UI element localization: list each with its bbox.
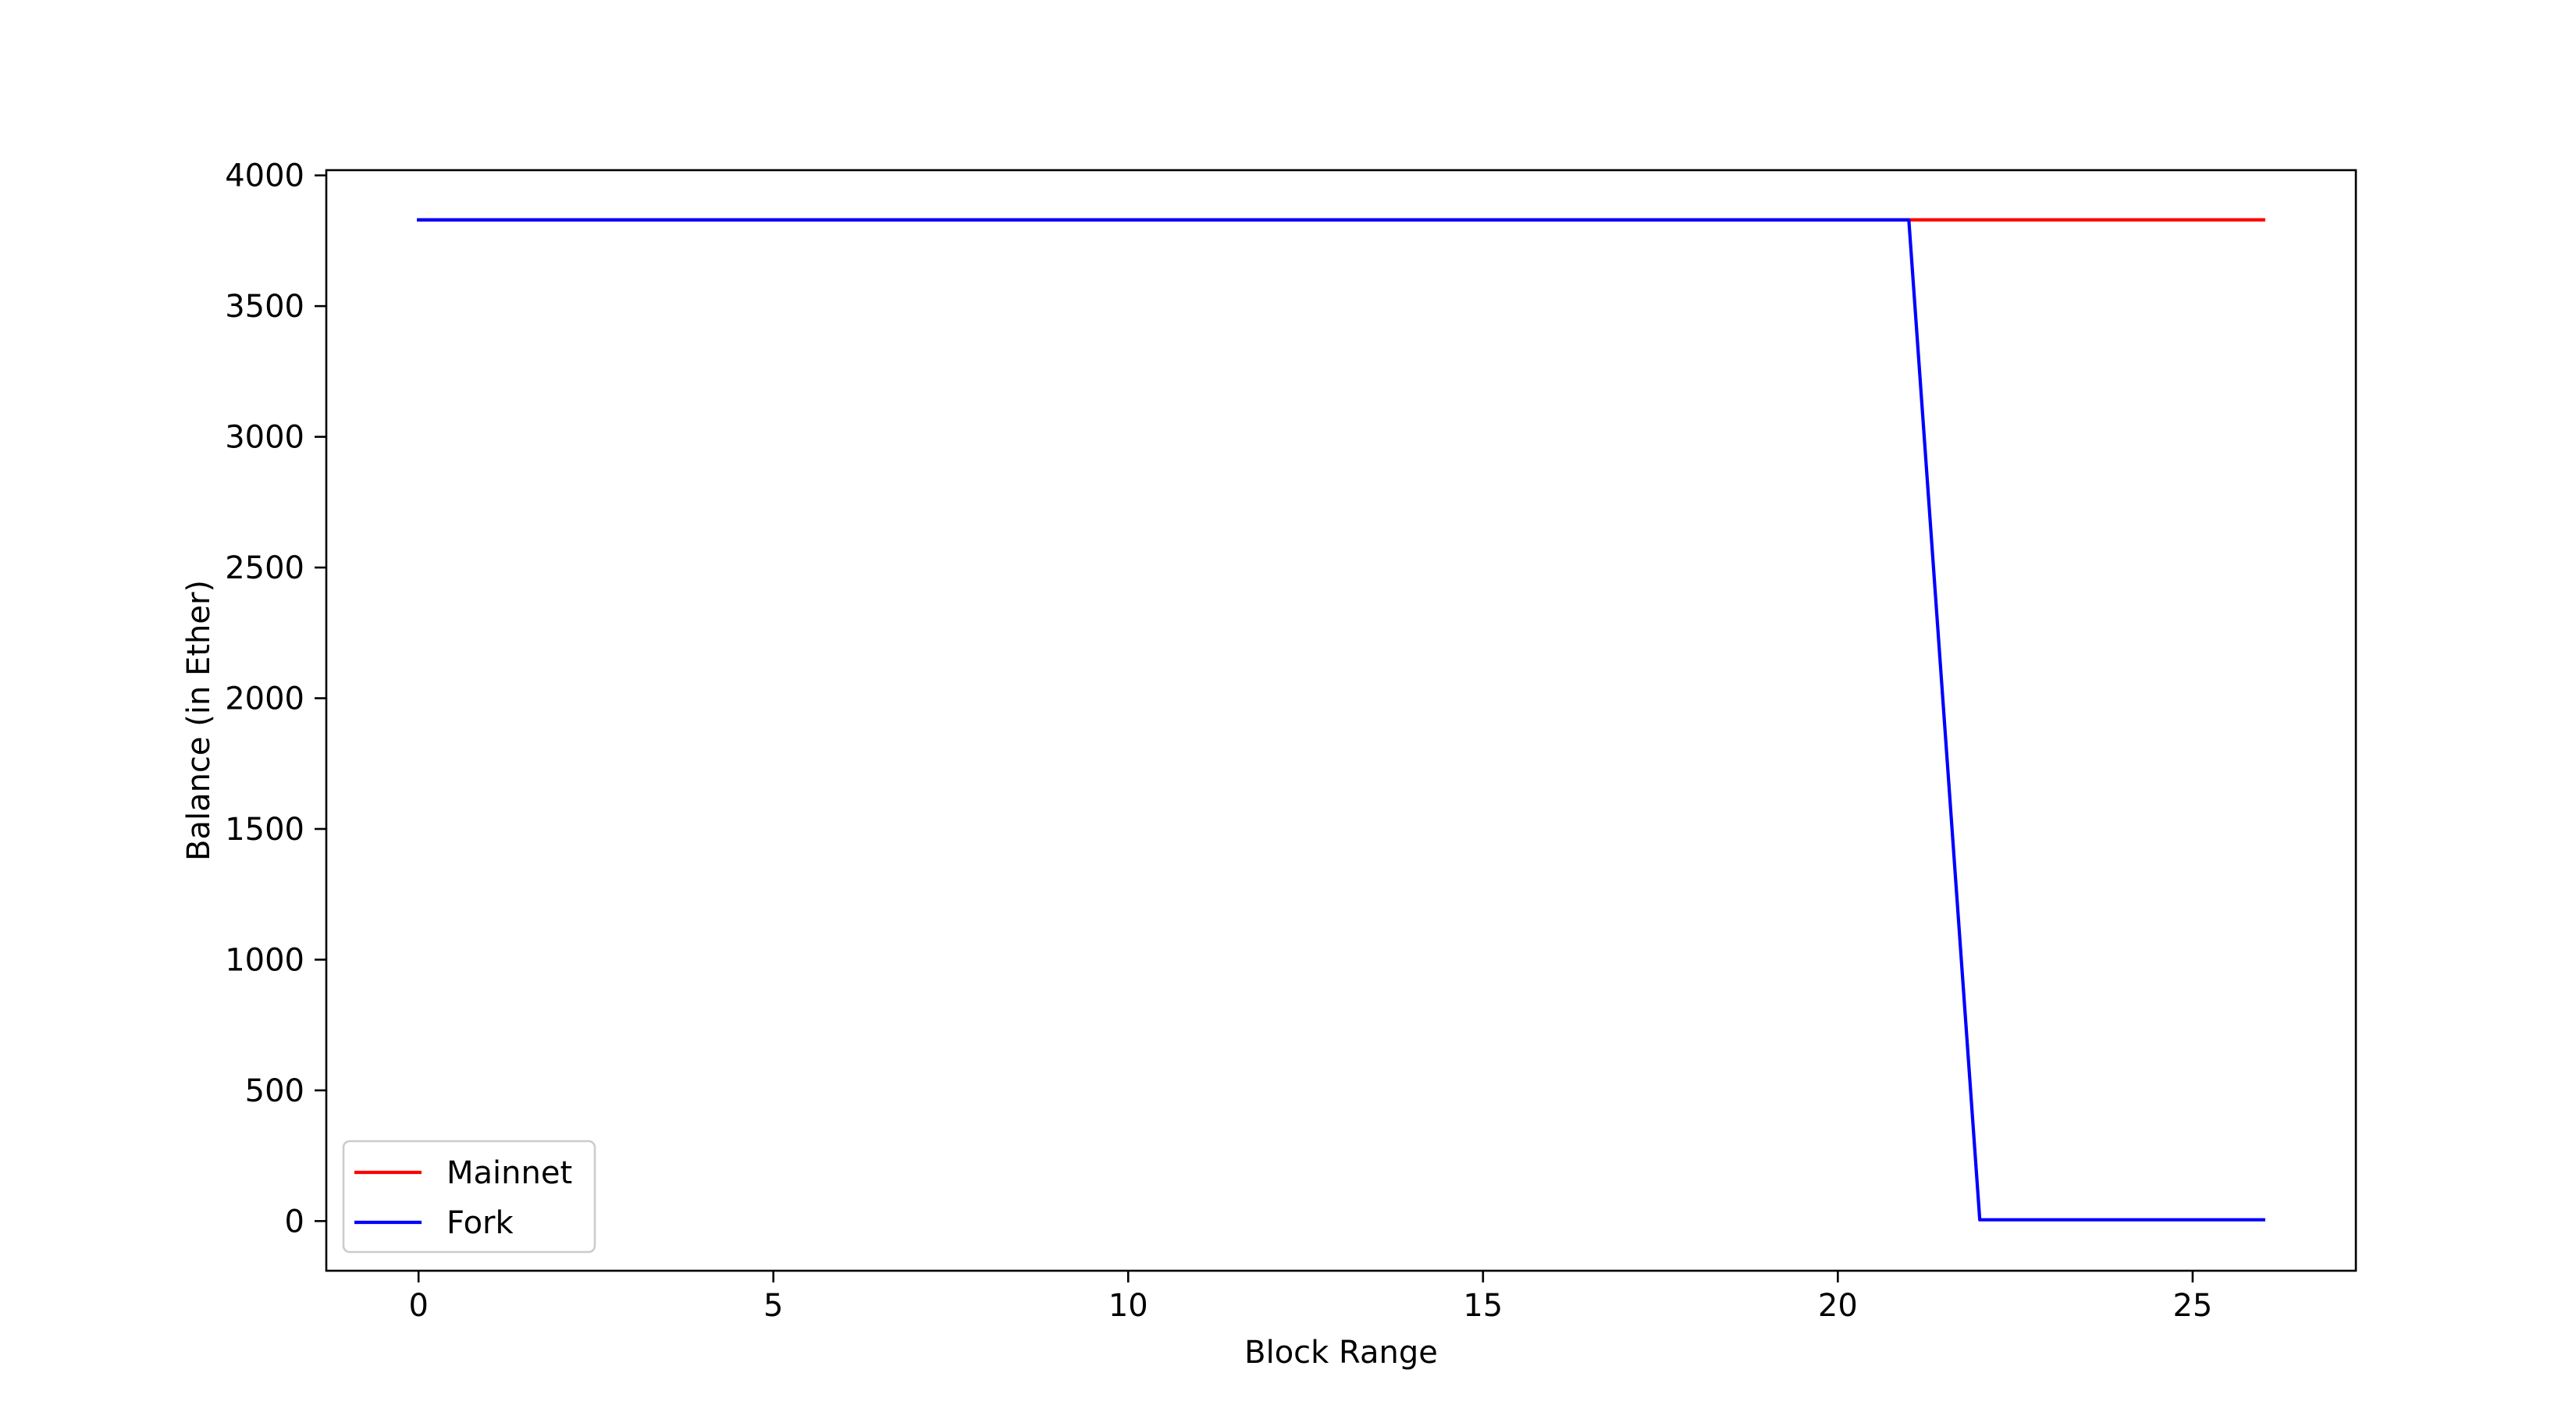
x-tick-label: 20 xyxy=(1818,1288,1858,1324)
y-tick-label: 0 xyxy=(285,1204,304,1240)
y-tick-label: 1000 xyxy=(225,942,304,978)
series-line-fork xyxy=(417,218,2265,1222)
y-axis-label: Balance (in Ether) xyxy=(181,580,217,861)
x-tick-label: 15 xyxy=(1463,1288,1503,1324)
y-tick-label: 4000 xyxy=(225,158,304,194)
x-tick-label: 5 xyxy=(763,1288,783,1324)
plot-frame xyxy=(325,169,2357,1272)
y-tick-label: 2500 xyxy=(225,550,304,586)
y-tick-label: 1500 xyxy=(225,812,304,848)
y-tick-label: 3000 xyxy=(225,420,304,456)
x-tick-label: 10 xyxy=(1108,1288,1148,1324)
legend-box xyxy=(342,1140,596,1254)
x-tick-label: 0 xyxy=(408,1288,428,1324)
legend: Mainnet Fork xyxy=(342,1140,596,1254)
x-tick-label: 25 xyxy=(2172,1288,2212,1324)
y-tick-label: 500 xyxy=(245,1073,304,1109)
y-tick-label: 2000 xyxy=(225,681,304,717)
series-layer xyxy=(417,218,2265,1222)
legend-label-mainnet: Mainnet xyxy=(447,1155,572,1191)
y-tick-label: 3500 xyxy=(225,289,304,325)
axes-layer: 0 5 10 15 20 25 0 500 1000 1500 2000 2500 3000 3500 40… xyxy=(225,158,2357,1324)
x-axis-label: Block Range xyxy=(1244,1335,1438,1371)
legend-label-fork: Fork xyxy=(447,1205,514,1241)
